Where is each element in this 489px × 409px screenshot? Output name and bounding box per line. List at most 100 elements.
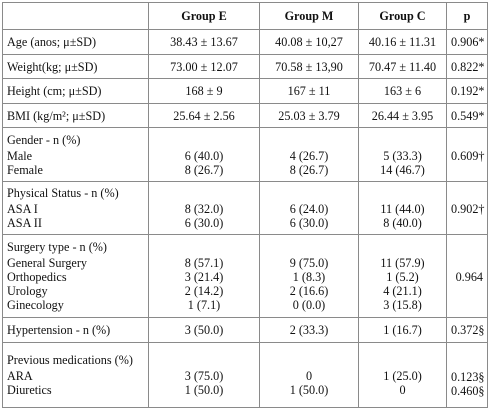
p-value: 0.902† [446,181,488,235]
row-height: Height (cm; μ±SD) 168 ± 9 167 ± 11 163 ±… [2,78,488,104]
values-group-m: 6 (24.0) 6 (30.0) [259,181,359,235]
p-value: 0.609† [446,127,488,182]
row-label: General Surgery [7,256,87,270]
value-group-e: 8 (26.7) [184,162,224,177]
value-group-c: 40.16 ± 11.31 [358,29,447,55]
p-value: 0.549* [446,103,488,128]
values-group-m: 0 1 (50.0) [259,342,359,408]
row-label: Age (anos; μ±SD) [2,29,149,55]
row-label: Male [7,148,33,163]
p-value: 0.964 [446,234,488,318]
p-values: 0.123§ 0.460§ [446,342,488,408]
row-weight: Weight(kg; μ±SD) 73.00 ± 12.07 70.58 ± 1… [2,54,488,79]
section-title: Gender - n (%) [7,132,81,147]
value-group-c: 4 (21.1) [383,284,422,298]
value-group-m: 2 (16.6) [289,284,329,298]
header-group-m: Group M [259,2,359,30]
row-label: Weight(kg; μ±SD) [2,54,149,79]
row-bmi: BMI (kg/m²; μ±SD) 25.64 ± 2.56 25.03 ± 3… [2,103,488,128]
value-group-e: 2 (14.2) [184,284,224,298]
value-group-c: 3 (15.8) [383,298,422,312]
row-age: Age (anos; μ±SD) 38.43 ± 13.67 40.08 ± 1… [2,29,488,55]
header-row: Group E Group M Group C p [2,2,488,30]
value-group-e: 3 (21.4) [184,270,224,284]
value-group-e: 8 (32.0) [184,202,224,216]
header-group-e: Group E [148,2,260,30]
value-group-e: 6 (40.0) [184,148,224,163]
row-label: BMI (kg/m²; μ±SD) [2,103,149,128]
value-group-e: 73.00 ± 12.07 [148,54,260,79]
value-group-m: 6 (30.0) [289,216,329,230]
value-group-e: 3 (75.0) [184,369,224,383]
section-labels: Physical Status - n (%) ASA I ASA II [2,181,149,235]
row-label: ARA [7,369,33,383]
section-physical-status: Physical Status - n (%) ASA I ASA II 8 (… [2,181,488,235]
value-group-e: 38.43 ± 13.67 [148,29,260,55]
values-group-e: 3 (75.0) 1 (50.0) [148,342,260,408]
value-group-m: 70.58 ± 13,90 [259,54,359,79]
values-group-m: 9 (75.0) 1 (8.3) 2 (16.6) 0 (0.0) [259,234,359,318]
p-value: 0.123§ [451,370,485,384]
value-group-m: 25.03 ± 3.79 [259,103,359,128]
value-group-e: 8 (57.1) [184,256,224,270]
section-labels: Previous medications (%) ARA Diuretics [2,342,149,408]
values-group-e: 6 (40.0) 8 (26.7) [148,127,260,182]
values-group-m: 4 (26.7) 8 (26.7) [259,127,359,182]
section-title: Previous medications (%) [7,353,133,367]
value-group-e: 25.64 ± 2.56 [148,103,260,128]
value-group-e: 1 (50.0) [184,383,224,397]
value-group-m: 4 (26.7) [289,148,329,163]
value-group-c: 1 (16.7) [358,317,447,343]
values-group-c: 11 (57.9) 1 (5.2) 4 (21.1) 3 (15.8) [358,234,447,318]
row-label: Female [7,162,43,177]
value-group-c: 11 (44.0) [380,202,425,216]
p-value: 0.372§ [446,317,488,343]
row-label: Urology [7,284,48,298]
value-group-e: 1 (7.1) [187,298,221,312]
value-group-c: 5 (33.3) [383,148,422,163]
value-group-m: 2 (33.3) [259,317,359,343]
value-group-c: 70.47 ± 11.40 [358,54,447,79]
value-group-m: 1 (8.3) [292,270,326,284]
section-title: Surgery type - n (%) [7,240,107,254]
row-label: Height (cm; μ±SD) [2,78,149,104]
value-group-c: 1 (5.2) [386,270,419,284]
value-group-c: 26.44 ± 3.95 [358,103,447,128]
values-group-e: 8 (32.0) 6 (30.0) [148,181,260,235]
section-labels: Surgery type - n (%) General Surgery Ort… [2,234,149,318]
value-group-c: 163 ± 6 [358,78,447,104]
row-label: Ginecology [7,298,64,312]
section-previous-medications: Previous medications (%) ARA Diuretics 3… [2,342,488,408]
value-group-m: 0 (0.0) [292,298,326,312]
values-group-c: 1 (25.0) 0 [358,342,447,408]
row-label: ASA II [7,216,42,230]
value-group-e: 3 (50.0) [148,317,260,343]
section-gender: Gender - n (%) Male Female 6 (40.0) 8 (2… [2,127,488,182]
row-label: Diuretics [7,383,52,397]
value-group-c: 0 [399,383,406,397]
value-group-m: 9 (75.0) [289,256,329,270]
value-group-c: 1 (25.0) [383,369,422,383]
value-group-m: 0 [305,369,313,383]
value-group-c: 8 (40.0) [383,216,422,230]
value-group-m: 40.08 ± 10,27 [259,29,359,55]
value-group-m: 1 (50.0) [289,383,329,397]
value-group-m: 167 ± 11 [259,78,359,104]
p-value: 0.906* [446,29,488,55]
value-group-m: 8 (26.7) [289,162,329,177]
p-value: 0.822* [446,54,488,79]
value-group-m: 6 (24.0) [289,202,329,216]
header-group-c: Group C [358,2,447,30]
values-group-c: 11 (44.0) 8 (40.0) [358,181,447,235]
values-group-c: 5 (33.3) 14 (46.7) [358,127,447,182]
value-group-c: 11 (57.9) [380,256,425,270]
value-group-c: 14 (46.7) [380,162,425,177]
value-group-e: 6 (30.0) [184,216,224,230]
value-group-e: 168 ± 9 [148,78,260,104]
row-label: Orthopedics [7,270,67,284]
values-group-e: 8 (57.1) 3 (21.4) 2 (14.2) 1 (7.1) [148,234,260,318]
header-p: p [446,2,488,30]
p-value: 0.192* [446,78,488,104]
